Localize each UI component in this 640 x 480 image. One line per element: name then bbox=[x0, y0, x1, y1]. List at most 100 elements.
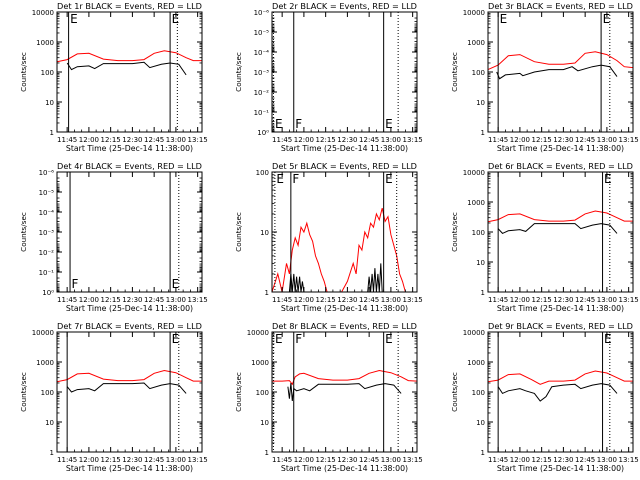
x-tick-label: 12:00 bbox=[510, 456, 530, 464]
x-tick-label: 11:45 bbox=[488, 136, 508, 144]
x-axis-label: Start Time (25-Dec-14 11:38:00) bbox=[281, 144, 408, 153]
y-tick-label: 1 bbox=[50, 129, 54, 137]
plot-frame bbox=[56, 331, 203, 453]
y-axis-label: Counts/sec bbox=[450, 212, 459, 252]
x-tick-label: 12:45 bbox=[144, 296, 164, 304]
x-axis-label: Start Time (25-Dec-14 11:38:00) bbox=[66, 304, 193, 313]
marker-label: E bbox=[172, 12, 180, 26]
x-tick-label: 12:00 bbox=[294, 456, 314, 464]
marker-label: E bbox=[70, 12, 78, 26]
y-tick-label: 10000 bbox=[32, 9, 54, 17]
y-tick-label: 100 bbox=[256, 169, 269, 177]
marker-label: E bbox=[385, 332, 393, 346]
x-tick-label: 13:15 bbox=[403, 296, 423, 304]
x-tick-label: 12:15 bbox=[101, 296, 121, 304]
lld-series-line bbox=[271, 207, 406, 293]
x-tick-label: 13:00 bbox=[597, 456, 617, 464]
x-tick-label: 12:00 bbox=[79, 456, 99, 464]
x-tick-label: 13:15 bbox=[188, 136, 208, 144]
marker-label: E bbox=[172, 277, 180, 291]
marker-label: F bbox=[295, 117, 302, 131]
marker-label: E bbox=[385, 172, 393, 186]
y-tick-label: 10000 bbox=[32, 329, 54, 337]
y-tick-label: 10000 bbox=[463, 9, 485, 17]
x-tick-label: 13:15 bbox=[619, 136, 639, 144]
marker-label: E bbox=[604, 172, 612, 186]
x-tick-label: 13:00 bbox=[597, 136, 617, 144]
x-tick-label: 12:30 bbox=[553, 296, 573, 304]
plot-frame bbox=[487, 171, 634, 293]
panel-title: Det 9r BLACK = Events, RED = LLD bbox=[488, 321, 633, 331]
panel-title: Det 8r BLACK = Events, RED = LLD bbox=[272, 321, 417, 331]
x-tick-label: 11:45 bbox=[272, 296, 292, 304]
x-tick-label: 13:00 bbox=[166, 136, 186, 144]
y-tick-label: 10⁻⁵ bbox=[39, 189, 55, 197]
x-tick-label: 13:15 bbox=[403, 136, 423, 144]
x-tick-label: 12:30 bbox=[122, 456, 142, 464]
x-tick-label: 13:00 bbox=[381, 136, 401, 144]
y-tick-label: 1000 bbox=[467, 359, 485, 367]
y-tick-label: 100 bbox=[41, 389, 54, 397]
y-tick-label: 1000 bbox=[467, 39, 485, 47]
y-tick-label: 10 bbox=[476, 99, 485, 107]
x-tick-label: 13:00 bbox=[166, 296, 186, 304]
marker-label: F bbox=[295, 332, 302, 346]
y-tick-label: 10 bbox=[260, 229, 269, 237]
x-tick-label: 11:45 bbox=[57, 136, 77, 144]
y-tick-label: 10 bbox=[45, 99, 54, 107]
marker-label: F bbox=[72, 277, 79, 291]
x-tick-label: 12:45 bbox=[359, 296, 379, 304]
x-tick-label: 12:15 bbox=[101, 136, 121, 144]
x-tick-label: 12:45 bbox=[144, 136, 164, 144]
x-tick-label: 12:00 bbox=[510, 296, 530, 304]
y-axis-label: Counts/sec bbox=[19, 52, 28, 92]
y-axis-label: Counts/sec bbox=[19, 372, 28, 412]
x-tick-label: 13:15 bbox=[403, 456, 423, 464]
plot-frame bbox=[487, 11, 634, 133]
y-tick-label: 10⁻³ bbox=[254, 69, 270, 77]
x-tick-label: 12:45 bbox=[575, 456, 595, 464]
x-tick-label: 12:45 bbox=[575, 136, 595, 144]
y-tick-label: 10⁻⁶ bbox=[254, 9, 270, 17]
x-tick-label: 12:45 bbox=[359, 456, 379, 464]
events-series-line bbox=[66, 61, 187, 76]
marker-label: E bbox=[275, 117, 283, 131]
x-tick-label: 12:00 bbox=[294, 296, 314, 304]
x-tick-label: 12:30 bbox=[337, 456, 357, 464]
lld-series-line bbox=[487, 370, 633, 385]
marker-label: E bbox=[385, 117, 393, 131]
marker-label: E bbox=[172, 332, 180, 346]
marker-label: F bbox=[292, 172, 299, 186]
x-tick-label: 12:15 bbox=[316, 136, 336, 144]
panel-title: Det 1r BLACK = Events, RED = LLD bbox=[57, 1, 202, 11]
x-axis-label: Start Time (25-Dec-14 11:38:00) bbox=[66, 144, 193, 153]
x-tick-label: 13:00 bbox=[381, 296, 401, 304]
plot-frame bbox=[487, 331, 634, 453]
x-axis-label: Start Time (25-Dec-14 11:38:00) bbox=[281, 464, 408, 473]
x-tick-label: 11:45 bbox=[272, 136, 292, 144]
y-tick-label: 1000 bbox=[251, 359, 269, 367]
y-tick-label: 10⁻² bbox=[254, 89, 270, 97]
x-tick-label: 12:30 bbox=[553, 456, 573, 464]
panel-title: Det 3r BLACK = Events, RED = LLD bbox=[488, 1, 633, 11]
events-series-line bbox=[497, 383, 618, 402]
x-tick-label: 12:00 bbox=[79, 296, 99, 304]
y-tick-label: 100 bbox=[41, 69, 54, 77]
x-tick-label: 12:15 bbox=[316, 456, 336, 464]
panel-title: Det 6r BLACK = Events, RED = LLD bbox=[488, 161, 633, 171]
x-tick-label: 11:45 bbox=[57, 456, 77, 464]
y-axis-label: Counts/sec bbox=[19, 212, 28, 252]
x-tick-label: 12:00 bbox=[79, 136, 99, 144]
y-tick-label: 1 bbox=[265, 449, 269, 457]
lld-series-line bbox=[56, 369, 202, 383]
x-tick-label: 12:45 bbox=[359, 136, 379, 144]
x-tick-label: 12:15 bbox=[532, 136, 552, 144]
marker-label: E bbox=[275, 332, 283, 346]
marker-label: E bbox=[500, 12, 508, 26]
y-tick-label: 1 bbox=[481, 449, 485, 457]
y-tick-label: 10⁻⁶ bbox=[39, 169, 55, 177]
x-tick-label: 13:15 bbox=[188, 296, 208, 304]
